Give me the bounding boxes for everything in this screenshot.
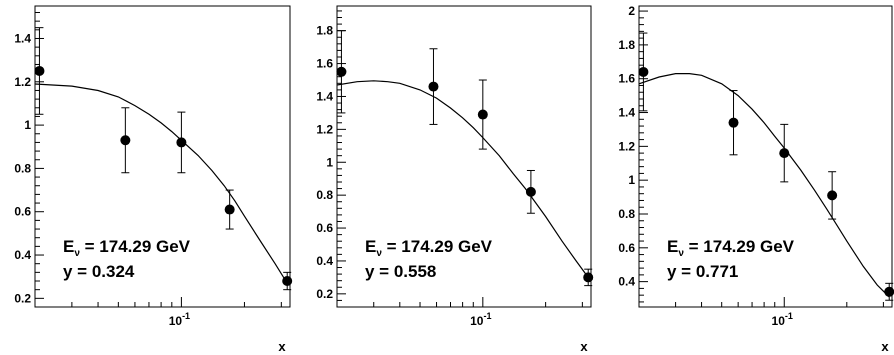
y-tick-label: 1 (24, 118, 31, 132)
x-axis-title: x (580, 339, 588, 354)
y-tick-label: 0.4 (316, 254, 333, 268)
data-point (779, 148, 790, 159)
y-tick-label: 0.8 (618, 207, 635, 221)
plot-frame (638, 5, 893, 308)
data-point (583, 272, 594, 283)
y-tick-label: 0.2 (316, 287, 333, 301)
y-tick-label: 1.6 (618, 72, 635, 86)
data-point (638, 66, 649, 77)
annotation-energy: Eν = 174.29 GeV (365, 237, 493, 259)
x-tick-label: 10-1 (169, 311, 190, 328)
y-tick-label: 1.8 (316, 24, 333, 38)
data-point (827, 190, 838, 201)
y-tick-label: 0.4 (14, 248, 31, 262)
annotation-y: y = 0.771 (667, 262, 738, 281)
y-tick-label: 1.2 (316, 122, 333, 136)
data-point (120, 135, 131, 146)
x-axis-title: x (278, 339, 286, 354)
data-point (477, 109, 488, 120)
data-point (224, 204, 235, 215)
annotation-energy: Eν = 174.29 GeV (667, 237, 795, 259)
annotation-energy: Eν = 174.29 GeV (63, 237, 191, 259)
data-point (282, 276, 293, 287)
x-axis-title: x (881, 339, 889, 354)
panel-1: 0.2 0.4 0.6 0.8 1 1.2 1.4 10-1 x Eν = 174.29 GeV y… (14, 5, 293, 354)
data-point (176, 137, 187, 148)
data-point (525, 186, 536, 197)
y-tick-label: 1 (326, 155, 333, 169)
y-tick-label: 0.6 (316, 221, 333, 235)
y-tick-label: 0.6 (14, 205, 31, 219)
annotation-y: y = 0.558 (365, 262, 436, 281)
fit-curve (638, 73, 890, 298)
y-tick-label: 0.4 (618, 275, 635, 289)
y-tick-label: 1 (628, 173, 635, 187)
y-tick-label: 1.6 (316, 57, 333, 71)
y-tick-label: 1.4 (316, 89, 333, 103)
plot-frame (336, 5, 592, 308)
data-point (728, 117, 739, 128)
x-tick-label: 10-1 (470, 311, 491, 328)
y-tick-label: 2 (628, 4, 635, 18)
y-tick-label: 1.4 (618, 106, 635, 120)
x-tick-label: 10-1 (772, 311, 793, 328)
y-tick-label: 1.4 (14, 31, 31, 45)
annotation-y: y = 0.324 (63, 262, 135, 281)
y-tick-label: 0.2 (14, 291, 31, 305)
y-tick-label: 0.8 (316, 188, 333, 202)
panel-3: 0.4 0.6 0.8 1 1.2 1.4 1.6 1.8 2 10-1 x Eν = 174.29 … (618, 4, 894, 354)
data-point (34, 65, 45, 76)
data-point (884, 286, 894, 297)
y-tick-label: 0.6 (618, 241, 635, 255)
y-tick-label: 1.8 (618, 38, 635, 52)
plot-frame (34, 5, 291, 308)
data-point (336, 66, 347, 77)
data-point (428, 81, 439, 92)
panel-2: 0.2 0.4 0.6 0.8 1 1.2 1.4 1.6 1.8 10-1 x Eν = 174.2… (316, 5, 594, 354)
y-tick-label: 1.2 (618, 139, 635, 153)
y-tick-label: 1.2 (14, 75, 31, 89)
fit-curve (336, 80, 589, 278)
y-tick-label: 0.8 (14, 161, 31, 175)
